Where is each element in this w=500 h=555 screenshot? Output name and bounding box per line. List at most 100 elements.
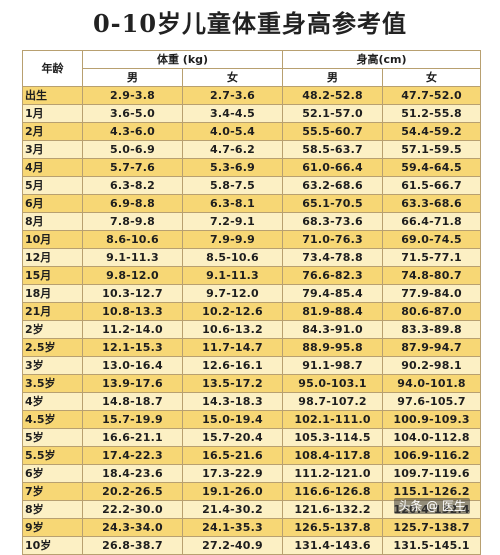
weight-male-cell: 9.8-12.0 <box>82 266 183 285</box>
table-row: 8月 7.8-9.8 7.2-9.1 68.3-73.6 66.4-71.8 <box>22 212 482 231</box>
height-female-cell: 47.7-52.0 <box>382 86 482 105</box>
height-female-cell: 59.4-64.5 <box>382 158 482 177</box>
height-female-cell: 51.2-55.8 <box>382 104 482 123</box>
table-row: 9岁 24.3-34.0 24.1-35.3 126.5-137.8 125.7-138… <box>22 518 482 537</box>
height-female-cell: 63.3-68.6 <box>382 194 482 213</box>
weight-female-cell: 7.9-9.9 <box>181 230 284 249</box>
weight-female-cell: 15.0-19.4 <box>181 410 284 429</box>
weight-male-cell: 3.6-5.0 <box>82 104 183 123</box>
age-cell: 15月 <box>22 266 83 285</box>
weight-male-cell: 20.2-26.5 <box>82 482 183 501</box>
height-male-cell: 55.5-60.7 <box>282 122 384 141</box>
height-female-cell: 69.0-74.5 <box>382 230 482 249</box>
height-male-cell: 91.1-98.7 <box>282 356 384 375</box>
height-female-cell: 71.5-77.1 <box>382 248 482 267</box>
height-male-cell: 58.5-63.7 <box>282 140 384 159</box>
weight-male-cell: 9.1-11.3 <box>82 248 183 267</box>
header-height-female: 女 <box>382 68 482 87</box>
weight-male-cell: 6.3-8.2 <box>82 176 183 195</box>
age-cell: 出生 <box>22 86 83 105</box>
weight-female-cell: 7.2-9.1 <box>181 212 284 231</box>
weight-female-cell: 14.3-18.3 <box>181 392 284 411</box>
weight-male-cell: 11.2-14.0 <box>82 320 183 339</box>
weight-female-cell: 21.4-30.2 <box>181 500 284 519</box>
table-row: 2月 4.3-6.0 4.0-5.4 55.5-60.7 54.4-59.2 <box>22 122 482 141</box>
weight-female-cell: 17.3-22.9 <box>181 464 284 483</box>
weight-female-cell: 19.1-26.0 <box>181 482 284 501</box>
weight-male-cell: 12.1-15.3 <box>82 338 183 357</box>
table-row: 10月 8.6-10.6 7.9-9.9 71.0-76.3 69.0-74.5 <box>22 230 482 249</box>
header-height-male: 男 <box>282 68 384 87</box>
weight-female-cell: 9.7-12.0 <box>181 284 284 303</box>
height-female-cell: 87.9-94.7 <box>382 338 482 357</box>
weight-male-cell: 7.8-9.8 <box>82 212 183 231</box>
table-row: 5月 6.3-8.2 5.8-7.5 63.2-68.6 61.5-66.7 <box>22 176 482 195</box>
weight-female-cell: 8.5-10.6 <box>181 248 284 267</box>
table-row: 6月 6.9-8.8 6.3-8.1 65.1-70.5 63.3-68.6 <box>22 194 482 213</box>
page-title: 0-10岁儿童体重身高参考值 <box>92 9 408 38</box>
age-cell: 7岁 <box>22 482 83 501</box>
table-row: 3月 5.0-6.9 4.7-6.2 58.5-63.7 57.1-59.5 <box>22 140 482 159</box>
height-female-cell: 115.1-126.2 <box>382 482 482 501</box>
age-cell: 21月 <box>22 302 83 321</box>
height-female-cell: 66.4-71.8 <box>382 212 482 231</box>
weight-male-cell: 5.0-6.9 <box>82 140 183 159</box>
header-weight-male: 男 <box>82 68 183 87</box>
height-male-cell: 116.6-126.8 <box>282 482 384 501</box>
reference-table: 年龄 体重 (kg) 身高(cm) 男 女 男 女 出生 2.9-3.8 2.7-3… <box>22 50 482 555</box>
height-male-cell: 108.4-117.8 <box>282 446 384 465</box>
weight-male-cell: 22.2-30.0 <box>82 500 183 519</box>
weight-male-cell: 10.3-12.7 <box>82 284 183 303</box>
age-cell: 5月 <box>22 176 83 195</box>
age-cell: 8岁 <box>22 500 83 519</box>
table-row: 4月 5.7-7.6 5.3-6.9 61.0-66.4 59.4-64.5 <box>22 158 482 177</box>
weight-male-cell: 14.8-18.7 <box>82 392 183 411</box>
header-weight-female: 女 <box>181 68 284 87</box>
height-male-cell: 79.4-85.4 <box>282 284 384 303</box>
height-female-cell: 125.7-138.7 <box>382 518 482 537</box>
weight-female-cell: 13.5-17.2 <box>181 374 284 393</box>
weight-male-cell: 24.3-34.0 <box>82 518 183 537</box>
weight-female-cell: 10.6-13.2 <box>181 320 284 339</box>
age-cell: 3月 <box>22 140 83 159</box>
age-cell: 18月 <box>22 284 83 303</box>
table-row: 4岁 14.8-18.7 14.3-18.3 98.7-107.2 97.6-105.7 <box>22 392 482 411</box>
height-male-cell: 84.3-91.0 <box>282 320 384 339</box>
age-cell: 9岁 <box>22 518 83 537</box>
weight-male-cell: 8.6-10.6 <box>82 230 183 249</box>
age-cell: 8月 <box>22 212 83 231</box>
height-male-cell: 126.5-137.8 <box>282 518 384 537</box>
height-male-cell: 121.6-132.2 <box>282 500 384 519</box>
table-row: 7岁 20.2-26.5 19.1-26.0 116.6-126.8 115.1-126… <box>22 482 482 501</box>
age-cell: 2岁 <box>22 320 83 339</box>
weight-female-cell: 5.8-7.5 <box>181 176 284 195</box>
weight-male-cell: 10.8-13.3 <box>82 302 183 321</box>
height-female-cell: 61.5-66.7 <box>382 176 482 195</box>
table-row: 15月 9.8-12.0 9.1-11.3 76.6-82.3 74.8-80.7 <box>22 266 482 285</box>
height-female-cell: 131.5-145.1 <box>382 536 482 555</box>
height-male-cell: 105.3-114.5 <box>282 428 384 447</box>
height-male-cell: 81.9-88.4 <box>282 302 384 321</box>
height-female-cell: 54.4-59.2 <box>382 122 482 141</box>
height-male-cell: 61.0-66.4 <box>282 158 384 177</box>
weight-male-cell: 4.3-6.0 <box>82 122 183 141</box>
age-cell: 5岁 <box>22 428 83 447</box>
age-cell: 4月 <box>22 158 83 177</box>
height-male-cell: 95.0-103.1 <box>282 374 384 393</box>
table-row: 2岁 11.2-14.0 10.6-13.2 84.3-91.0 83.3-89.8 <box>22 320 482 339</box>
weight-male-cell: 17.4-22.3 <box>82 446 183 465</box>
table-row: 5.5岁 17.4-22.3 16.5-21.6 108.4-117.8 106.9-1… <box>22 446 482 465</box>
height-male-cell: 73.4-78.8 <box>282 248 384 267</box>
height-female-cell: 109.7-119.6 <box>382 464 482 483</box>
weight-female-cell: 4.0-5.4 <box>181 122 284 141</box>
height-female-cell: 74.8-80.7 <box>382 266 482 285</box>
table-row: 1月 3.6-5.0 3.4-4.5 52.1-57.0 51.2-55.8 <box>22 104 482 123</box>
weight-female-cell: 5.3-6.9 <box>181 158 284 177</box>
weight-female-cell: 16.5-21.6 <box>181 446 284 465</box>
height-female-cell: 77.9-84.0 <box>382 284 482 303</box>
height-male-cell: 131.4-143.6 <box>282 536 384 555</box>
age-cell: 6月 <box>22 194 83 213</box>
weight-male-cell: 2.9-3.8 <box>82 86 183 105</box>
table-row: 18月 10.3-12.7 9.7-12.0 79.4-85.4 77.9-84.0 <box>22 284 482 303</box>
weight-male-cell: 18.4-23.6 <box>82 464 183 483</box>
